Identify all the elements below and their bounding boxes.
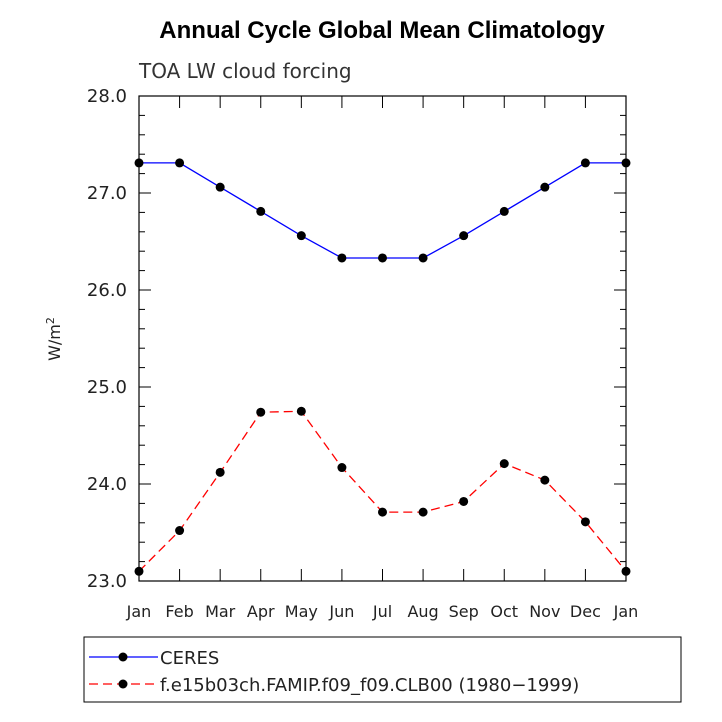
legend-marker (118, 652, 128, 662)
x-tick-label: Aug (407, 602, 438, 621)
data-point (418, 253, 428, 263)
x-tick-label: Nov (529, 602, 560, 621)
legend-label: f.e15b03ch.FAMIP.f09_f09.CLB00 (1980−199… (160, 675, 579, 696)
x-tick-label: Oct (490, 602, 518, 621)
data-point (499, 459, 509, 469)
x-tick-labels: Jan Feb Mar Apr May Jun Jul Aug Sep Oct Nov Dec Jan (126, 602, 639, 621)
data-point (459, 231, 469, 241)
x-tick-label: May (285, 602, 318, 621)
data-point (256, 407, 266, 417)
data-point (175, 158, 185, 168)
x-tick-label: Jan (613, 602, 639, 621)
data-point (296, 231, 306, 241)
x-tick-label: Dec (570, 602, 601, 621)
y-tick-label: 23.0 (87, 571, 127, 592)
data-point (459, 496, 469, 506)
data-point (418, 507, 428, 517)
series-line (138, 410, 627, 572)
chart-subtitle: TOA LW cloud forcing (138, 59, 352, 83)
series-layer (134, 158, 631, 576)
x-tick-label: Jul (372, 602, 392, 621)
x-tick-label: Apr (247, 602, 275, 621)
data-point (580, 517, 590, 527)
y-tick-label: 25.0 (87, 377, 127, 398)
y-axis-label-superscript: 2 (44, 317, 57, 324)
data-point (296, 406, 306, 416)
y-tick-label: 27.0 (87, 183, 127, 204)
plot-frame (138, 95, 627, 582)
legend-label: CERES (160, 648, 219, 669)
data-point (337, 253, 347, 263)
series-2 (134, 406, 631, 576)
x-tick-label: Feb (165, 602, 193, 621)
data-point (215, 182, 225, 192)
data-point (215, 467, 225, 477)
series-1 (134, 158, 631, 263)
x-tick-label: Mar (205, 602, 236, 621)
y-axis-label: W/m2 (44, 317, 65, 361)
data-point (378, 253, 387, 263)
legend-box (83, 636, 682, 703)
x-tick-label: Jan (126, 602, 152, 621)
data-point (256, 206, 266, 216)
y-tick-label: 28.0 (87, 86, 127, 107)
data-point (337, 463, 347, 473)
y-tick-label: 26.0 (87, 280, 127, 301)
y-tick-labels: 23.0 24.0 25.0 26.0 27.0 28.0 (87, 86, 127, 592)
y-tick-label: 24.0 (87, 474, 127, 495)
legend: CERES f.e15b03ch.FAMIP.f09_f09.CLB00 (198… (89, 648, 579, 696)
data-point (378, 507, 387, 517)
chart-title: Annual Cycle Global Mean Climatology (159, 17, 605, 44)
data-point (175, 526, 185, 536)
data-point (580, 158, 590, 168)
x-tick-label: Jun (328, 602, 354, 621)
data-point (499, 206, 509, 216)
y-axis-label-text: W/m (45, 324, 64, 361)
data-point (540, 182, 550, 192)
legend-marker (118, 679, 128, 689)
x-tick-label: Sep (449, 602, 479, 621)
series-line (139, 162, 626, 259)
data-point (540, 475, 550, 485)
